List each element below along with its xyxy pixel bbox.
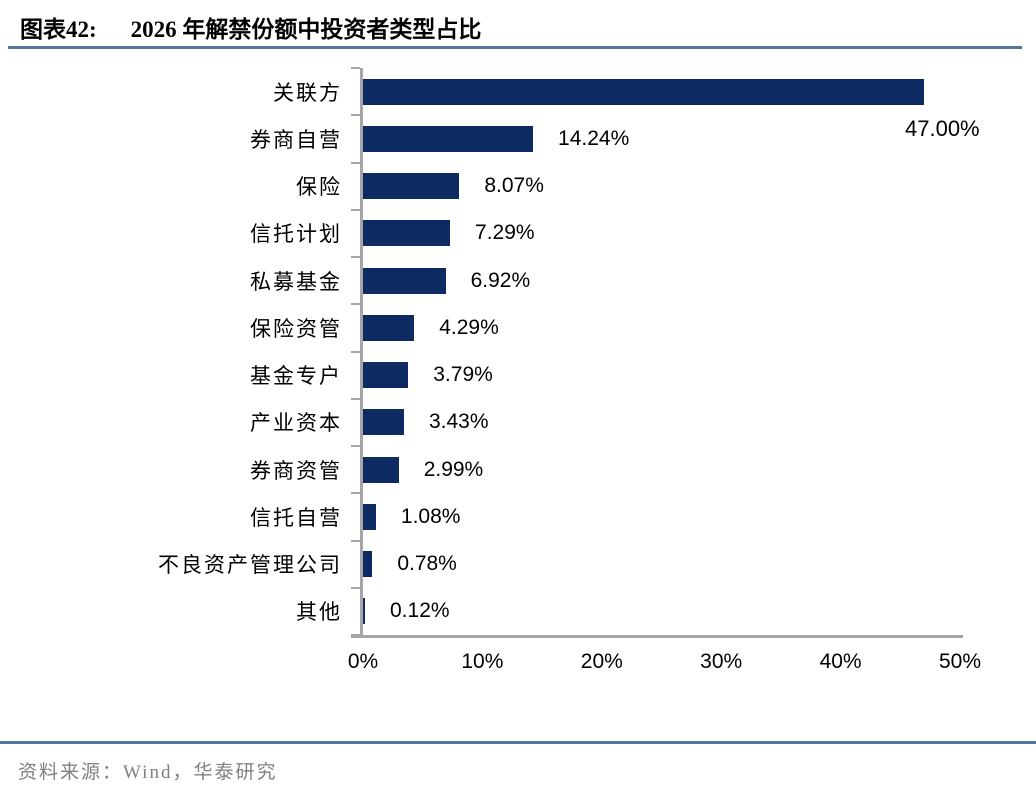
axis-tick	[351, 303, 360, 306]
axis-tick	[351, 114, 360, 117]
category-label: 保险资管	[250, 316, 342, 341]
bar	[363, 78, 925, 105]
category-label: 产业资本	[250, 411, 342, 436]
bar	[363, 125, 534, 152]
bar	[363, 314, 415, 341]
value-label: 8.07%	[484, 174, 544, 198]
axis-tick	[351, 586, 360, 589]
value-label: 4.29%	[439, 315, 499, 339]
footer-divider	[0, 741, 1036, 744]
category-label: 券商资管	[250, 458, 342, 483]
bar-chart: 关联方 47.00% 券商自营 14.24% 保险 8.07% 信托计划 7.29% 私募基金 6…	[158, 67, 982, 673]
axis-tick	[351, 208, 360, 211]
value-label: 3.79%	[433, 363, 493, 387]
x-tick-label: 10%	[461, 650, 504, 673]
value-label: 0.12%	[390, 599, 450, 623]
bar	[363, 220, 451, 247]
bar	[363, 503, 376, 530]
value-label: 7.29%	[475, 221, 535, 245]
axis-tick	[351, 67, 360, 69]
bar	[363, 267, 446, 294]
category-label: 信托自营	[250, 505, 342, 530]
value-label: 14.24%	[558, 126, 630, 150]
value-label: 0.78%	[397, 552, 457, 576]
figure-title-line: 图表42: 2026 年解禁份额中投资者类型占比	[20, 10, 1024, 44]
x-axis-line	[351, 635, 963, 638]
x-tick-label: 0%	[347, 650, 379, 673]
x-tick-label: 40%	[819, 650, 862, 673]
category-label: 不良资产管理公司	[158, 553, 342, 578]
value-label: 1.08%	[400, 504, 461, 528]
axis-tick	[351, 492, 360, 495]
axis-tick	[351, 397, 360, 400]
bar	[363, 551, 373, 578]
y-axis-line	[360, 68, 363, 638]
category-label: 信托计划	[250, 222, 342, 247]
figure-header: 图表42: 2026 年解禁份额中投资者类型占比	[20, 10, 1024, 44]
bar	[363, 173, 460, 200]
x-tick-label: 20%	[580, 650, 623, 673]
category-label: 保险	[296, 175, 342, 200]
category-label: 其他	[296, 600, 342, 625]
figure-title: 2026 年解禁份额中投资者类型占比	[130, 17, 482, 42]
axis-tick	[351, 256, 360, 258]
axis-tick	[351, 634, 360, 636]
bar	[363, 362, 409, 389]
figure-number: 图表42:	[20, 17, 97, 42]
axis-tick	[351, 161, 360, 164]
x-tick-label: 30%	[700, 650, 743, 673]
bar	[363, 409, 404, 436]
axis-tick	[351, 350, 360, 353]
category-label: 关联方	[273, 80, 342, 105]
title-divider	[8, 46, 1022, 49]
value-label: 6.92%	[470, 268, 531, 292]
value-label: 2.99%	[423, 457, 484, 481]
category-label: 私募基金	[250, 269, 342, 294]
axis-tick	[351, 445, 360, 447]
x-tick-label: 50%	[938, 650, 982, 673]
value-label: 3.43%	[428, 410, 489, 434]
value-label: 47.00%	[905, 116, 980, 141]
bar	[363, 598, 365, 625]
bar	[363, 456, 399, 483]
source-note: 资料来源：Wind，华泰研究	[18, 762, 278, 783]
category-label: 基金专户	[250, 364, 342, 389]
axis-tick	[351, 539, 360, 542]
category-label: 券商自营	[250, 127, 342, 152]
